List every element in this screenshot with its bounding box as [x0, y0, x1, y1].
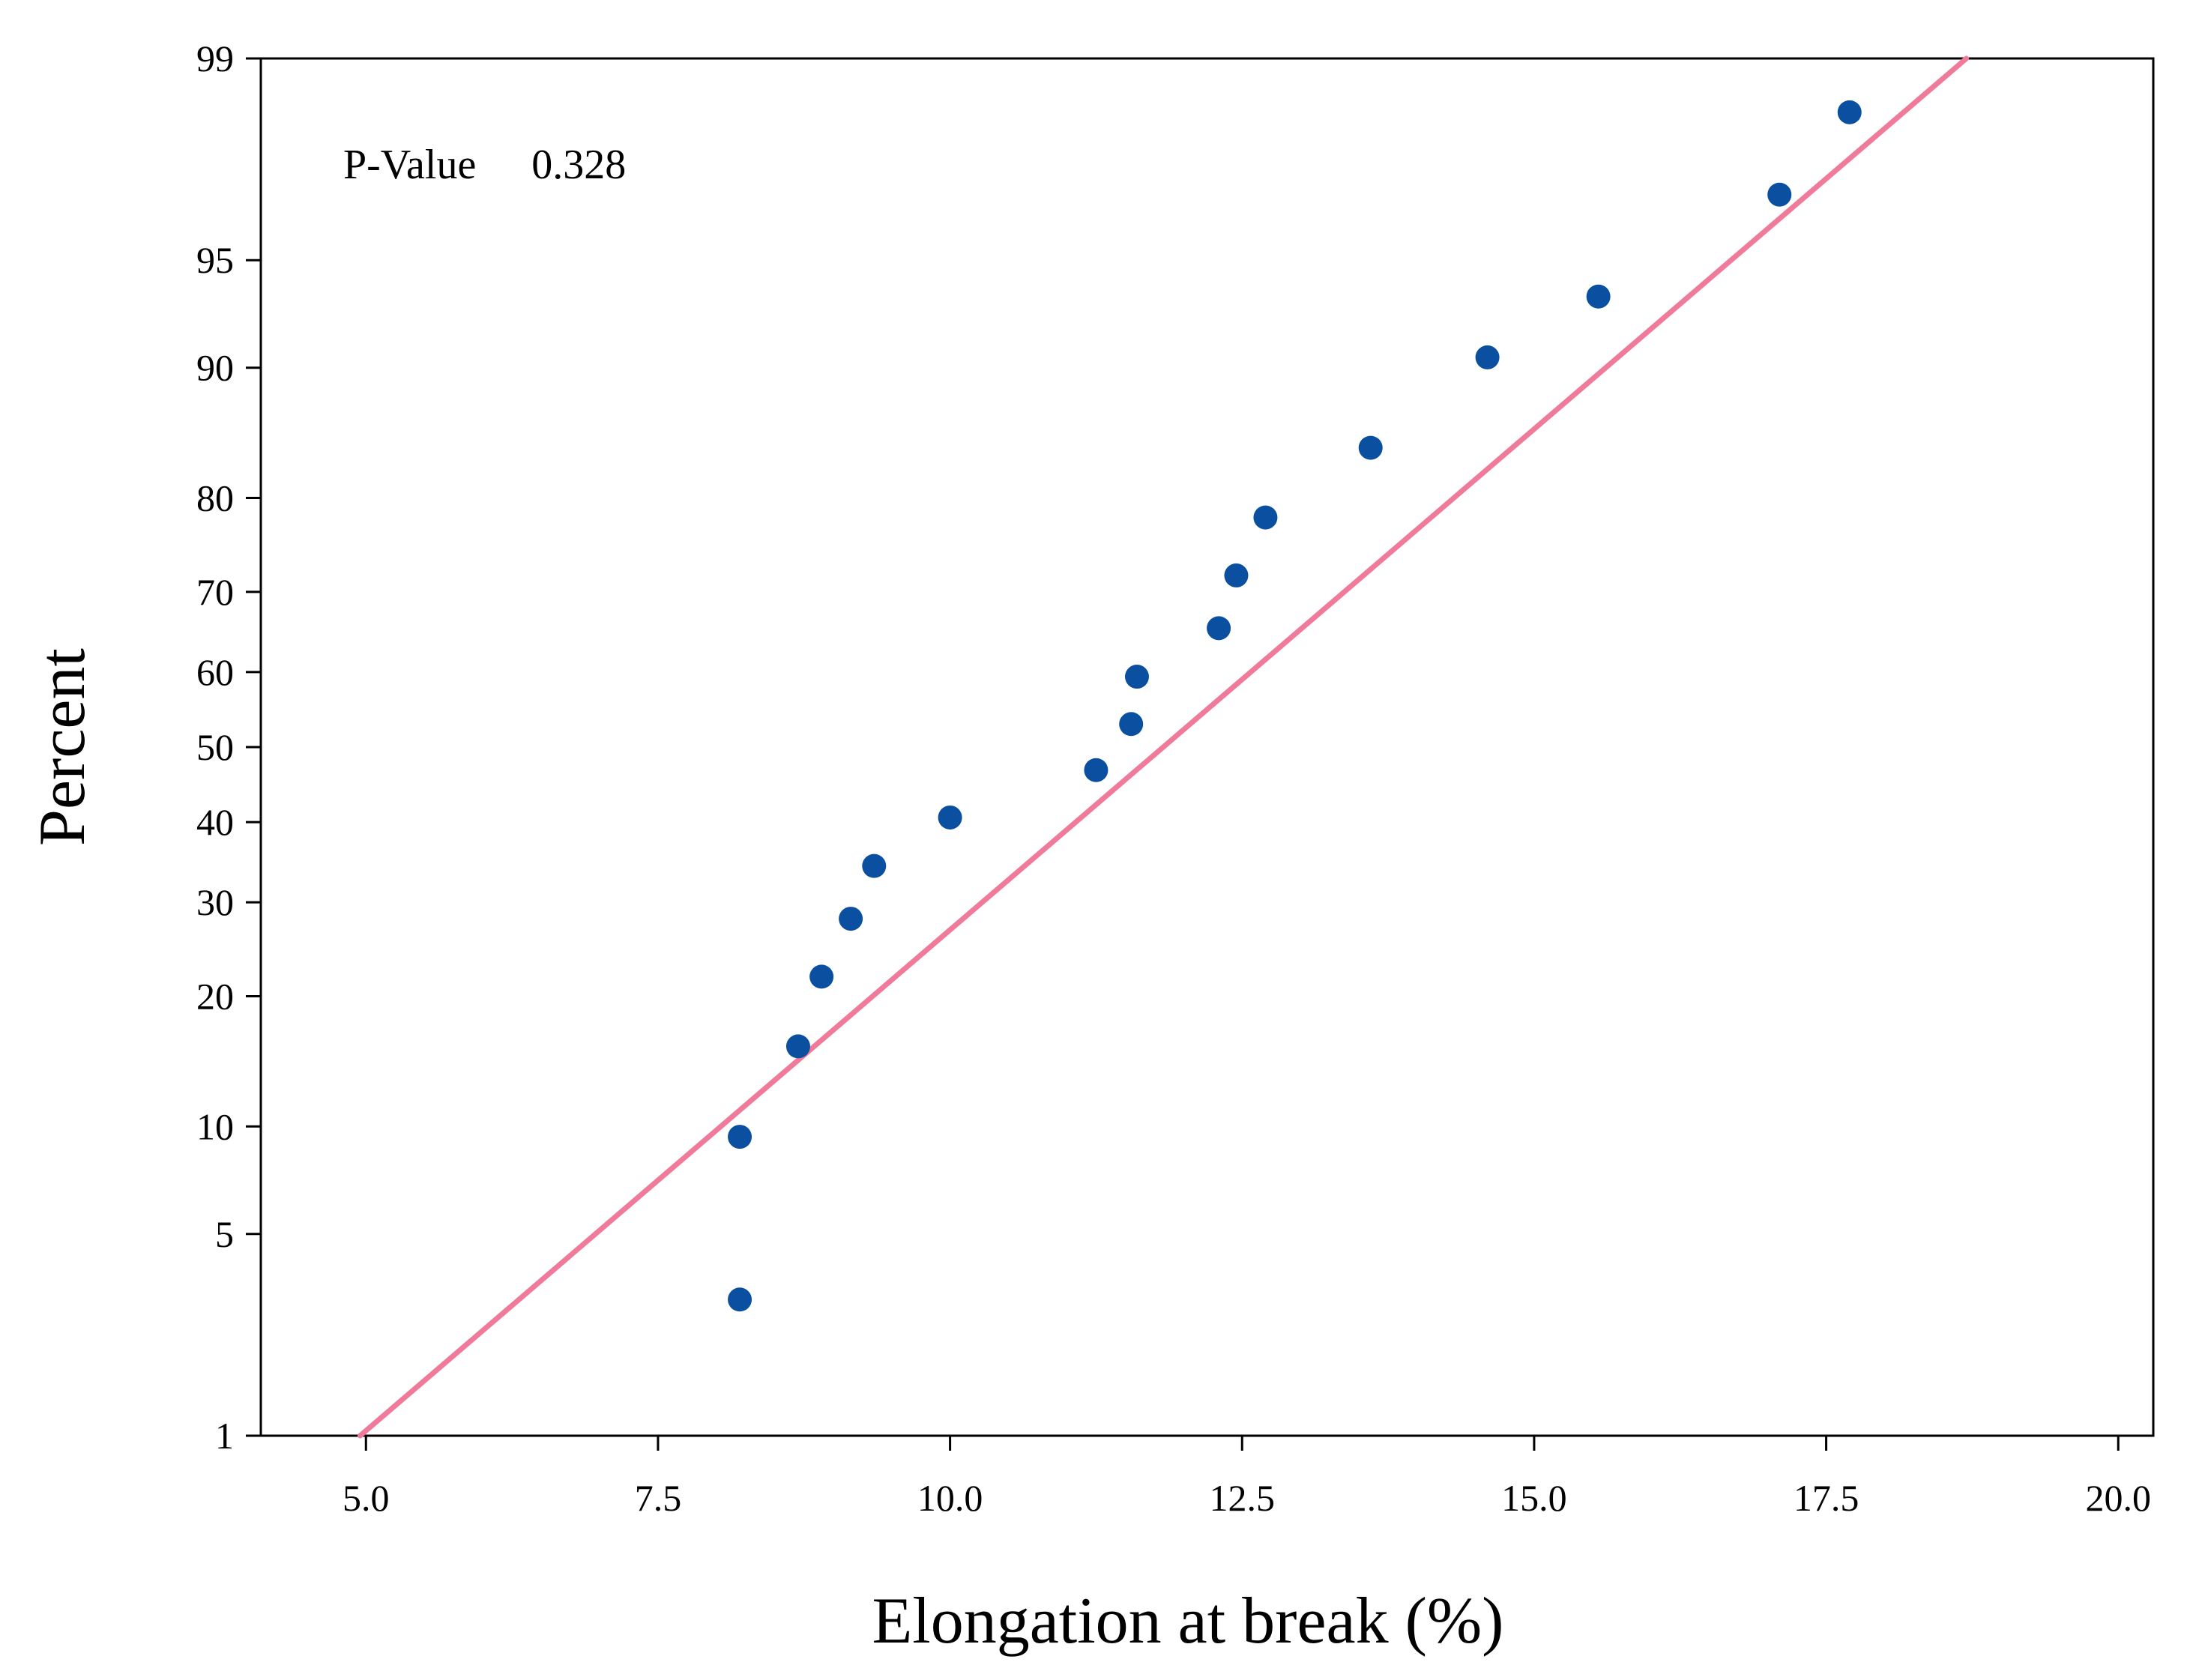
y-tick-label: 20: [196, 975, 234, 1017]
data-point: [1358, 435, 1383, 460]
data-point: [1253, 505, 1278, 530]
y-tick-label: 99: [196, 37, 234, 79]
x-tick-label: 15.0: [1501, 1477, 1567, 1519]
x-axis: 5.0 7.5 10.0 12.5 15.0 17.5 20.0: [343, 1436, 2151, 1519]
p-value-annotation: P-Value 0.328: [343, 142, 626, 188]
y-tick-label: 80: [196, 477, 234, 519]
x-tick-label: 5.0: [343, 1477, 390, 1519]
data-point: [1837, 100, 1862, 124]
data-point: [1084, 758, 1108, 782]
p-value-label: P-Value: [343, 142, 476, 188]
y-tick-label: 5: [215, 1213, 234, 1255]
x-tick-label: 12.5: [1210, 1477, 1276, 1519]
y-tick-label: 1: [215, 1415, 234, 1457]
x-tick-label: 20.0: [2085, 1477, 2151, 1519]
y-tick-label: 50: [196, 726, 234, 768]
y-tick-label: 60: [196, 651, 234, 693]
fit-line: [357, 55, 1970, 1439]
data-point: [728, 1125, 752, 1149]
data-point: [1586, 284, 1611, 309]
y-tick-label: 10: [196, 1105, 234, 1147]
data-points: [728, 100, 1862, 1312]
data-point: [839, 907, 863, 931]
plot-frame: [259, 57, 2155, 1437]
data-point: [1207, 616, 1231, 641]
y-axis: 1 5 10 20 30 40 50 60 70 80 90 95 99: [196, 37, 261, 1457]
data-point: [938, 805, 962, 830]
data-point: [1119, 712, 1144, 737]
y-tick-label: 95: [196, 239, 234, 281]
data-point: [1124, 665, 1149, 689]
data-point: [728, 1287, 752, 1312]
data-point: [862, 853, 887, 878]
data-point: [1224, 563, 1249, 587]
y-axis-title: Percent: [26, 648, 99, 846]
y-tick-label: 90: [196, 347, 234, 389]
p-value-value: 0.328: [531, 142, 626, 188]
y-tick-label: 70: [196, 571, 234, 613]
data-point: [1767, 182, 1792, 207]
y-tick-label: 30: [196, 881, 234, 923]
x-tick-label: 7.5: [635, 1477, 682, 1519]
y-tick-label: 40: [196, 801, 234, 843]
x-tick-label: 10.0: [917, 1477, 983, 1519]
data-point: [785, 1034, 810, 1059]
data-point: [1475, 345, 1500, 369]
x-axis-title: Elongation at break (%): [872, 1585, 1503, 1658]
data-point: [809, 964, 834, 989]
x-tick-label: 17.5: [1794, 1477, 1859, 1519]
